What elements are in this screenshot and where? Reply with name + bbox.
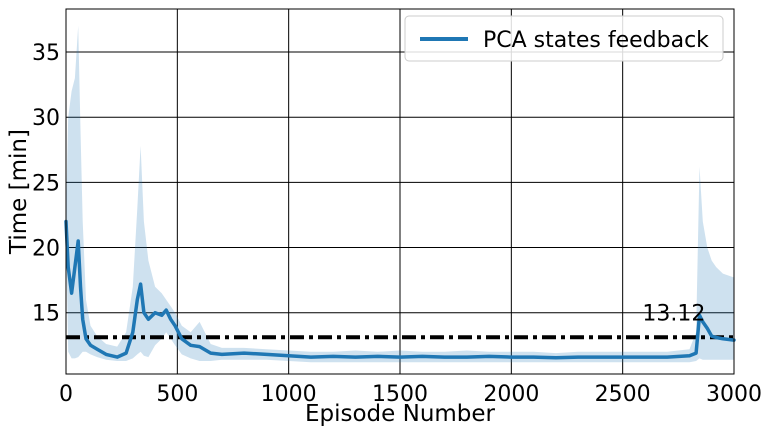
annotation-label: 13.12: [642, 302, 705, 327]
x-tick-label: 0: [59, 382, 73, 407]
y-axis-title: Time [min]: [6, 129, 32, 255]
series-lines: [64, 219, 736, 360]
y-tick-label: 35: [32, 41, 60, 66]
x-tick-label: 2500: [595, 382, 651, 407]
legend-label: PCA states feedback: [483, 28, 709, 53]
grid: [65, 9, 735, 374]
x-tick-label: 1500: [372, 382, 428, 407]
x-tick-label: 1000: [261, 382, 317, 407]
y-tick-label: 30: [32, 106, 60, 131]
legend-box: [404, 15, 724, 62]
annotations: 13.12: [642, 302, 705, 327]
series-line-0: [64, 219, 736, 360]
y-tick-label: 15: [32, 302, 60, 327]
x-tick-label: 500: [156, 382, 198, 407]
plot-frame: [65, 8, 735, 375]
y-tick-label: 20: [32, 237, 60, 262]
x-ticks: 0 500 1000 1500 2000 2500 3000: [59, 382, 762, 407]
x-tick-label: 2000: [483, 382, 539, 407]
y-tick-label: 25: [32, 171, 60, 196]
x-axis-title: Episode Number: [305, 401, 496, 427]
x-tick-label: 3000: [706, 382, 762, 407]
y-ticks: 15 20 25 30 35: [32, 41, 60, 327]
legend: PCA states feedback: [404, 15, 724, 62]
